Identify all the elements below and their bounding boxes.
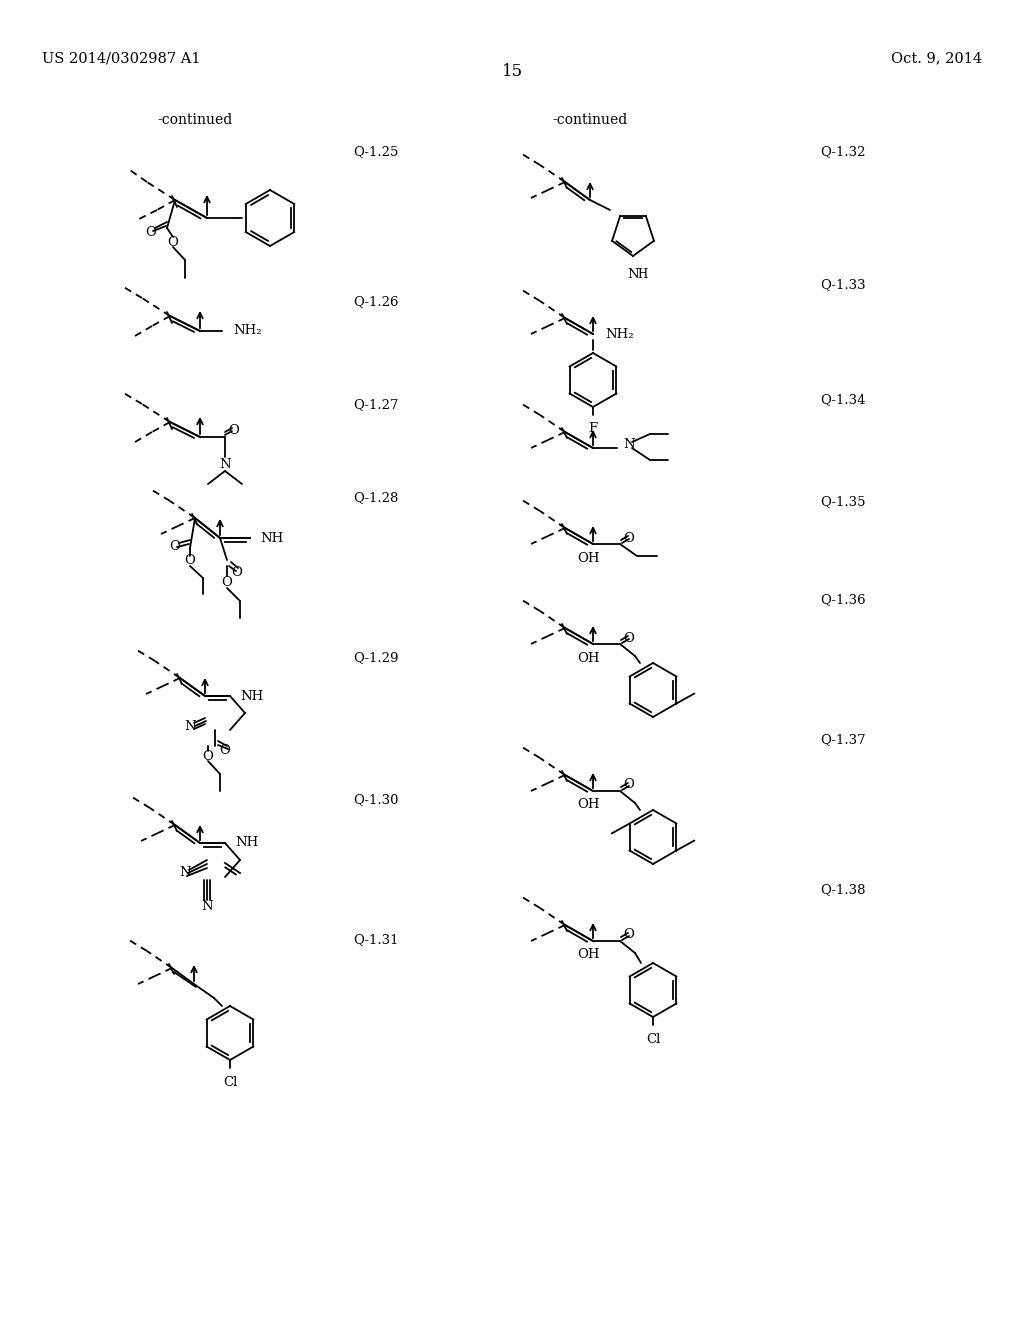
Text: O: O: [231, 566, 243, 579]
Text: OH: OH: [577, 799, 599, 812]
Text: O: O: [219, 743, 230, 756]
Text: NH₂: NH₂: [233, 325, 261, 338]
Text: OH: OH: [577, 949, 599, 961]
Text: Q-1.32: Q-1.32: [820, 145, 865, 158]
Text: Q-1.37: Q-1.37: [820, 734, 865, 747]
Text: Q-1.26: Q-1.26: [353, 296, 398, 309]
Text: -continued: -continued: [552, 114, 628, 127]
Text: Q-1.33: Q-1.33: [820, 279, 865, 292]
Text: Cl: Cl: [646, 1034, 660, 1045]
Text: NH: NH: [260, 532, 284, 544]
Text: NH: NH: [240, 689, 263, 702]
Text: O: O: [624, 779, 635, 792]
Text: Q-1.34: Q-1.34: [820, 393, 865, 407]
Text: N: N: [184, 719, 196, 733]
Text: N: N: [179, 866, 190, 879]
Text: N: N: [623, 438, 635, 451]
Text: NH₂: NH₂: [605, 327, 634, 341]
Text: N: N: [201, 900, 213, 913]
Text: Cl: Cl: [223, 1076, 238, 1089]
Text: O: O: [624, 928, 635, 941]
Text: O: O: [624, 631, 635, 644]
Text: Q-1.31: Q-1.31: [353, 933, 398, 946]
Text: Q-1.29: Q-1.29: [353, 652, 398, 664]
Text: Q-1.27: Q-1.27: [353, 399, 398, 412]
Text: OH: OH: [577, 652, 599, 664]
Text: H: H: [637, 268, 647, 281]
Text: O: O: [221, 576, 232, 589]
Text: F: F: [589, 422, 598, 436]
Text: O: O: [168, 235, 178, 248]
Text: N: N: [219, 458, 230, 471]
Text: -continued: -continued: [158, 114, 232, 127]
Text: O: O: [203, 750, 213, 763]
Text: Q-1.38: Q-1.38: [820, 883, 865, 896]
Text: OH: OH: [577, 552, 599, 565]
Text: Q-1.36: Q-1.36: [820, 594, 865, 606]
Text: Q-1.35: Q-1.35: [820, 495, 865, 508]
Text: Oct. 9, 2014: Oct. 9, 2014: [891, 51, 982, 65]
Text: O: O: [184, 554, 196, 568]
Text: O: O: [145, 226, 157, 239]
Text: O: O: [624, 532, 635, 544]
Text: Q-1.30: Q-1.30: [353, 793, 398, 807]
Text: O: O: [228, 424, 240, 437]
Text: Q-1.28: Q-1.28: [353, 491, 398, 504]
Text: O: O: [170, 540, 180, 553]
Text: US 2014/0302987 A1: US 2014/0302987 A1: [42, 51, 201, 65]
Text: N: N: [627, 268, 639, 281]
Text: NH: NH: [234, 837, 258, 850]
Text: 15: 15: [502, 63, 522, 81]
Text: Q-1.25: Q-1.25: [353, 145, 398, 158]
